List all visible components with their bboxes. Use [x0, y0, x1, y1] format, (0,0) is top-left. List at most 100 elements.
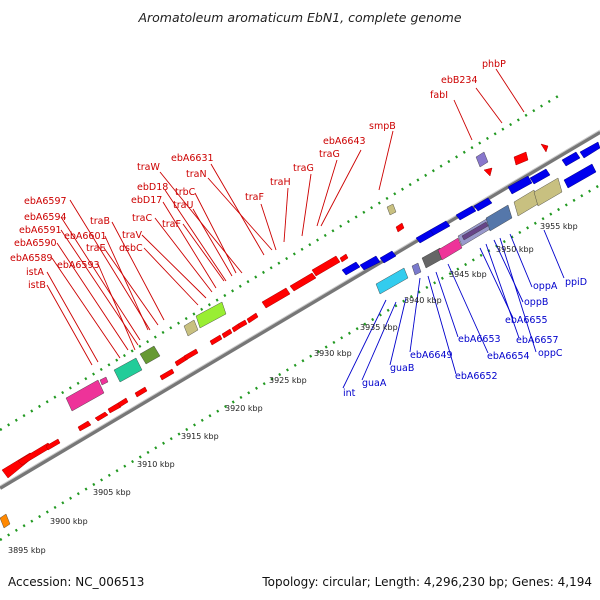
gene-label: ebA6591 [19, 225, 62, 236]
gene-arrow [579, 141, 600, 159]
gene-label: ebA6643 [323, 136, 366, 147]
gene-arrow [507, 175, 533, 195]
gene-label: traU [173, 200, 193, 211]
connector-line [378, 130, 394, 191]
gene-label: phbP [482, 59, 506, 70]
feature-block [475, 151, 489, 168]
gene-label: ebA6657 [516, 335, 559, 346]
gene-label: istB [28, 280, 46, 291]
gene-arrow [221, 328, 233, 339]
gene-arrow [159, 368, 175, 381]
connector-line [46, 284, 93, 366]
feature-block [533, 177, 563, 207]
gene-arrow [379, 250, 397, 264]
kbp-label: 3905 kbp [93, 488, 131, 497]
gene-label: guaB [390, 363, 414, 374]
feature-block [461, 221, 489, 241]
gene-label: traF [162, 219, 181, 230]
gene-arrow [359, 255, 381, 271]
red-gene-labels: phbP ebB234 fabI smpB ebA6643 traG traG … [10, 59, 506, 291]
connector-line [301, 173, 312, 237]
connector-line [60, 216, 141, 341]
gene-arrow [237, 319, 248, 329]
gene-arrow [561, 151, 581, 167]
kbp-label: 3940 kbp [404, 296, 442, 305]
gene-arrow [311, 255, 341, 277]
gene-arrow [513, 151, 529, 166]
connector-line [435, 271, 459, 338]
kbp-label: 3910 kbp [137, 460, 175, 469]
feature-block [195, 301, 227, 329]
gene-label: ebA6654 [487, 351, 530, 362]
gene-arrow [483, 167, 493, 177]
connector-line [320, 149, 362, 227]
feature-block [139, 345, 161, 365]
connector-line [361, 301, 397, 381]
gene-arrow [261, 287, 291, 309]
gene-label: traW [137, 162, 160, 173]
gene-label: traC [132, 213, 152, 224]
connector-line [141, 234, 207, 299]
gene-arrow [107, 402, 122, 414]
gene-arrow [339, 253, 349, 263]
gene-label: traF [245, 192, 264, 203]
connector-line [409, 277, 421, 353]
gene-label: ebA6594 [24, 212, 67, 223]
gene-arrow [473, 197, 493, 212]
gene-label: oppC [538, 348, 563, 359]
gene-label: ebD18 [137, 182, 168, 193]
connector-line [103, 247, 159, 326]
gene-label: istA [26, 267, 44, 278]
kbp-label: 3955 kbp [540, 222, 578, 231]
feature-block [183, 319, 199, 337]
kbp-label: 3950 kbp [496, 245, 534, 254]
kbp-label: 3915 kbp [181, 432, 219, 441]
gene-label: dsbC [119, 243, 143, 254]
connector-line [210, 163, 265, 256]
connector-line [499, 237, 537, 353]
connector-line [447, 263, 489, 354]
gene-label: ebA6589 [10, 253, 53, 264]
map-title: Aromatoleum aromaticum EbN1, complete ge… [138, 10, 462, 25]
feature-block [375, 267, 409, 295]
connector-line [192, 208, 233, 277]
gene-label: traH [270, 177, 291, 188]
gene-arrow [45, 438, 61, 451]
connector-line [509, 233, 533, 288]
connector-line [182, 223, 225, 282]
gene-arrow [341, 261, 361, 276]
gene-arrow [395, 222, 405, 233]
kbp-label: 3920 kbp [225, 404, 263, 413]
connector-line [543, 229, 565, 279]
blue-label-connectors [342, 229, 565, 389]
connector-line [389, 297, 407, 366]
feature-block [386, 203, 397, 216]
connector-line [97, 263, 136, 351]
connector-line [46, 271, 99, 363]
gene-label: traG [293, 163, 314, 174]
gene-arrow [94, 411, 109, 422]
scale-labels: 3895 kbp 3900 kbp 3905 kbp 3910 kbp 3915… [8, 222, 578, 555]
genome-backbone-highlight [0, 129, 600, 487]
feature-block [485, 204, 513, 232]
gene-label: traE [86, 243, 105, 254]
gene-label: ebA6597 [24, 196, 67, 207]
gene-arrow [540, 143, 549, 153]
reverse-strand-genes [341, 141, 600, 276]
gene-label: traG [319, 149, 340, 160]
connector-line [495, 68, 525, 113]
connector-line [164, 189, 227, 282]
gene-label: oppA [533, 281, 558, 292]
kbp-label: 3935 kbp [360, 323, 398, 332]
connector-line [154, 217, 213, 293]
feature-block [0, 513, 11, 529]
blue-gene-labels: ppiD oppA oppB ebA6655 ebA6657 oppC ebA6… [343, 277, 587, 399]
gene-arrow [563, 163, 597, 189]
gene-label: ebA6601 [64, 231, 107, 242]
gene-label: traV [122, 230, 142, 241]
connector-line [283, 187, 289, 243]
connector-line [316, 159, 338, 227]
feature-block [411, 262, 422, 276]
gene-label: int [343, 388, 356, 399]
gene-label: ebA6652 [455, 371, 498, 382]
